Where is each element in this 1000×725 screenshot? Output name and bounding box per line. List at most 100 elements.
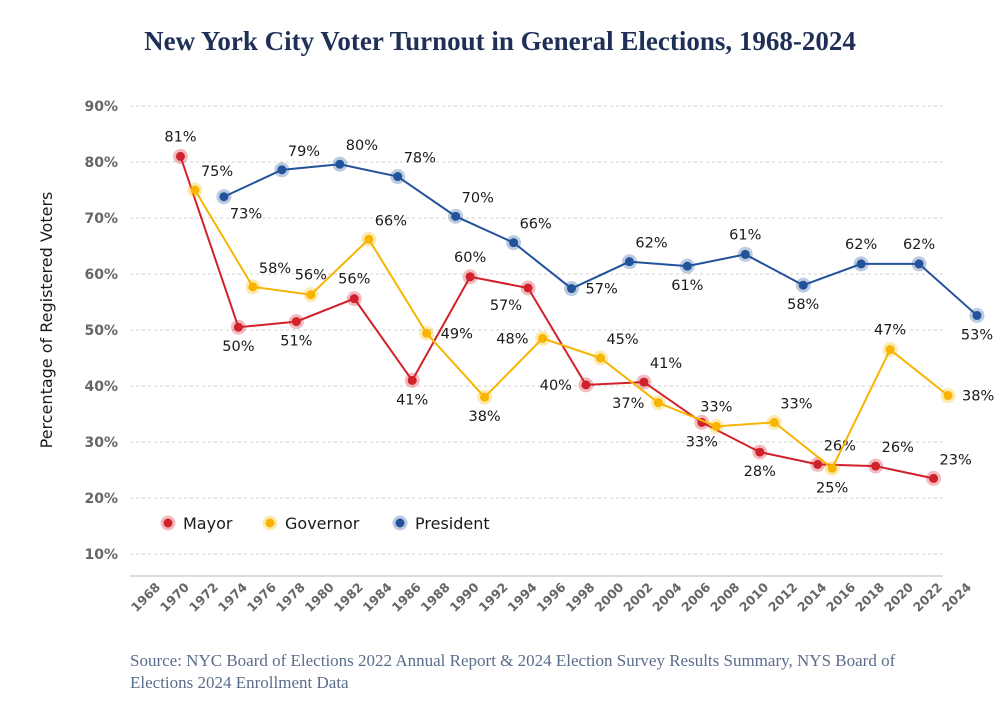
data-label: 75%: [201, 164, 233, 180]
y-tick-label: 70%: [84, 211, 118, 227]
data-point: [567, 284, 576, 294]
x-tick-label: 1970: [157, 579, 192, 614]
data-point: [422, 328, 432, 338]
data-point: [364, 234, 374, 244]
data-label: 48%: [496, 331, 528, 347]
data-point: [856, 259, 866, 269]
x-tick-label: 2006: [678, 579, 713, 614]
x-tick-label: 1984: [360, 579, 395, 614]
x-tick-label: 2000: [591, 579, 626, 614]
x-tick-label: 1990: [447, 579, 482, 614]
data-point: [711, 421, 721, 431]
data-point: [914, 259, 924, 269]
data-label: 61%: [671, 278, 703, 294]
data-label: 25%: [816, 480, 848, 496]
series-line-mayor: [179, 156, 934, 480]
legend: Mayor Governor President: [160, 514, 490, 533]
data-point: [407, 375, 417, 385]
data-label: 62%: [635, 236, 667, 252]
data-point: [306, 290, 316, 300]
data-point: [465, 272, 475, 282]
data-label: 38%: [962, 389, 994, 405]
data-label: 78%: [404, 151, 436, 167]
x-tick-label: 2002: [620, 580, 655, 615]
x-tick-label: 1986: [389, 579, 424, 614]
source-note: Source: NYC Board of Elections 2022 Annu…: [130, 651, 896, 692]
data-point: [538, 333, 548, 343]
legend-label-president: President: [415, 514, 490, 533]
data-point: [813, 459, 823, 469]
data-point: [624, 257, 634, 267]
data-point: [277, 165, 287, 175]
x-tick-label: 2018: [852, 580, 887, 615]
data-point: [740, 249, 750, 259]
x-tick-label: 1994: [504, 579, 539, 614]
data-label: 51%: [280, 334, 312, 350]
x-tick-label: 2020: [881, 579, 916, 614]
data-point: [929, 473, 939, 483]
data-point: [393, 172, 403, 182]
data-point: [595, 353, 605, 363]
x-tick-label: 2014: [794, 579, 829, 614]
data-point: [523, 283, 533, 293]
y-axis-label: Percentage of Registered Voters: [37, 192, 56, 449]
data-point: [885, 345, 895, 355]
series-line-governor: [194, 189, 949, 470]
data-label: 33%: [686, 434, 718, 450]
x-tick-label: 1980: [302, 579, 337, 614]
data-label: 45%: [606, 332, 638, 348]
data-point: [349, 294, 359, 304]
data-label: 56%: [295, 268, 327, 284]
data-point: [190, 185, 200, 195]
data-label: 58%: [259, 261, 291, 277]
series-president: 73% 79% 80% 78% 70% 66% 57% 62% 61% 61% 58% 62% 62% 5…: [216, 138, 993, 343]
x-tick-label: 2022: [910, 580, 945, 615]
x-tick-label: 1992: [475, 580, 510, 615]
x-tick-label: 1968: [128, 580, 163, 615]
x-tick-label: 2008: [707, 580, 742, 615]
data-label: 73%: [230, 207, 262, 223]
data-label: 26%: [824, 438, 856, 454]
data-point: [769, 417, 779, 427]
x-tick-label: 1972: [186, 580, 221, 615]
data-label: 50%: [222, 339, 254, 355]
x-tick-label: 1988: [418, 580, 453, 615]
series-governor: 75%58% 56%66%49%38%48% 45%37% 33% 33%25%47%3…: [187, 164, 994, 496]
data-label: 62%: [903, 237, 935, 253]
data-point: [755, 447, 765, 457]
series-line-president: [223, 163, 978, 317]
chart-title: New York City Voter Turnout in General E…: [144, 26, 856, 56]
data-point: [248, 282, 258, 292]
data-label: 66%: [375, 213, 407, 229]
data-label: 33%: [780, 396, 812, 412]
data-label: 66%: [520, 217, 552, 233]
x-axis: 1968197019721974197619781980198219841986…: [128, 579, 974, 614]
x-tick-label: 1974: [215, 579, 250, 614]
legend-label-mayor: Mayor: [183, 514, 233, 533]
data-label: 80%: [346, 138, 378, 154]
data-point: [871, 461, 881, 471]
data-point: [451, 211, 461, 221]
data-point: [972, 310, 982, 320]
y-axis: 10% 20% 30% 40% 50% 60% 70% 80% 90%: [84, 99, 118, 563]
x-tick-label: 1978: [273, 580, 308, 615]
data-label: 81%: [164, 129, 196, 145]
x-tick-label: 1976: [244, 579, 279, 614]
x-tick-label: 2024: [939, 579, 974, 614]
y-tick-label: 40%: [84, 379, 118, 395]
data-label: 61%: [729, 227, 761, 243]
data-label: 33%: [700, 399, 732, 415]
data-point: [798, 280, 808, 290]
data-point: [827, 463, 837, 473]
data-point: [653, 398, 663, 408]
y-tick-label: 50%: [84, 323, 118, 339]
data-point: [335, 159, 345, 169]
data-label: 62%: [845, 237, 877, 253]
data-label: 40%: [540, 378, 572, 394]
data-point: [291, 317, 301, 327]
data-label: 56%: [338, 272, 370, 288]
data-point: [509, 238, 519, 248]
data-label: 26%: [882, 440, 914, 456]
y-tick-label: 60%: [84, 267, 118, 283]
x-tick-label: 1996: [533, 579, 568, 614]
